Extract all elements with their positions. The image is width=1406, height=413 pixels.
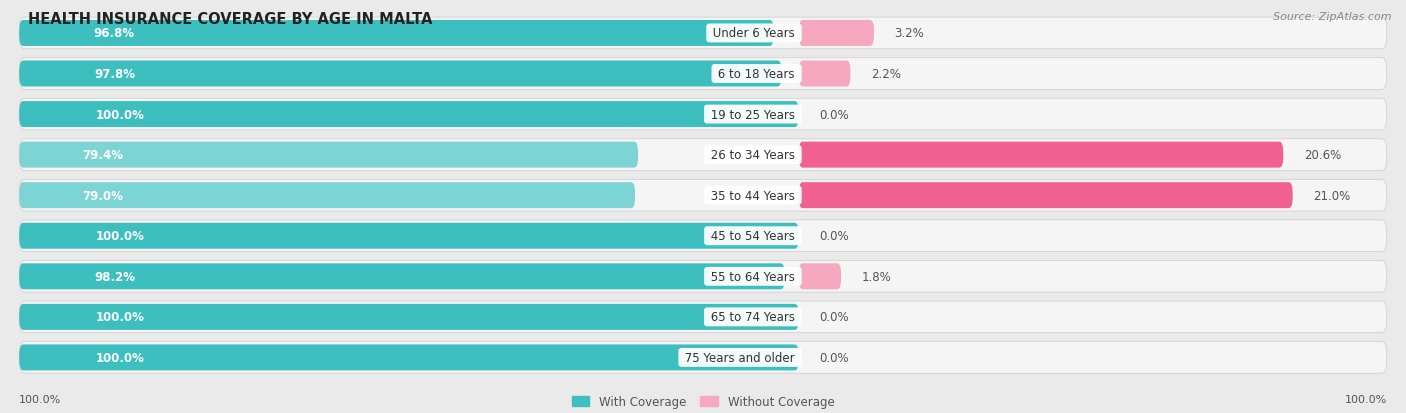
Text: 100.0%: 100.0% [96, 108, 145, 121]
Text: 19 to 25 Years: 19 to 25 Years [707, 108, 799, 121]
FancyBboxPatch shape [20, 18, 1386, 50]
Text: 35 to 44 Years: 35 to 44 Years [707, 189, 799, 202]
Text: Source: ZipAtlas.com: Source: ZipAtlas.com [1274, 12, 1392, 22]
FancyBboxPatch shape [20, 180, 1386, 211]
Text: 21.0%: 21.0% [1313, 189, 1350, 202]
Text: Under 6 Years: Under 6 Years [709, 27, 799, 40]
Text: 98.2%: 98.2% [94, 270, 135, 283]
Text: 100.0%: 100.0% [96, 311, 145, 323]
FancyBboxPatch shape [20, 142, 638, 168]
Legend: With Coverage, Without Coverage: With Coverage, Without Coverage [567, 390, 839, 413]
Text: 79.0%: 79.0% [82, 189, 124, 202]
FancyBboxPatch shape [20, 183, 636, 209]
Text: 0.0%: 0.0% [820, 230, 849, 243]
FancyBboxPatch shape [799, 142, 1284, 168]
Text: 100.0%: 100.0% [96, 351, 145, 364]
Text: 0.0%: 0.0% [820, 311, 849, 323]
Text: 20.6%: 20.6% [1303, 149, 1341, 162]
FancyBboxPatch shape [20, 261, 1386, 292]
FancyBboxPatch shape [799, 183, 1292, 209]
Text: 0.0%: 0.0% [820, 108, 849, 121]
Text: 65 to 74 Years: 65 to 74 Years [707, 311, 799, 323]
FancyBboxPatch shape [20, 21, 773, 47]
FancyBboxPatch shape [20, 62, 782, 87]
Text: 6 to 18 Years: 6 to 18 Years [714, 68, 799, 81]
Text: 0.0%: 0.0% [820, 351, 849, 364]
Text: 55 to 64 Years: 55 to 64 Years [707, 270, 799, 283]
Text: 96.8%: 96.8% [93, 27, 135, 40]
Text: 100.0%: 100.0% [20, 394, 62, 404]
Text: 45 to 54 Years: 45 to 54 Years [707, 230, 799, 243]
FancyBboxPatch shape [20, 221, 1386, 252]
FancyBboxPatch shape [20, 304, 799, 330]
FancyBboxPatch shape [799, 263, 841, 290]
FancyBboxPatch shape [20, 263, 785, 290]
FancyBboxPatch shape [20, 140, 1386, 171]
FancyBboxPatch shape [20, 102, 799, 128]
Text: 26 to 34 Years: 26 to 34 Years [707, 149, 799, 162]
FancyBboxPatch shape [20, 301, 1386, 333]
Text: 97.8%: 97.8% [94, 68, 135, 81]
FancyBboxPatch shape [20, 99, 1386, 131]
Text: HEALTH INSURANCE COVERAGE BY AGE IN MALTA: HEALTH INSURANCE COVERAGE BY AGE IN MALT… [28, 12, 433, 27]
FancyBboxPatch shape [799, 62, 851, 87]
Text: 3.2%: 3.2% [894, 27, 924, 40]
Text: 100.0%: 100.0% [1344, 394, 1386, 404]
FancyBboxPatch shape [20, 59, 1386, 90]
FancyBboxPatch shape [20, 342, 1386, 373]
Text: 2.2%: 2.2% [870, 68, 901, 81]
FancyBboxPatch shape [799, 21, 875, 47]
Text: 75 Years and older: 75 Years and older [682, 351, 799, 364]
Text: 79.4%: 79.4% [83, 149, 124, 162]
Text: 1.8%: 1.8% [862, 270, 891, 283]
Text: 100.0%: 100.0% [96, 230, 145, 243]
FancyBboxPatch shape [20, 223, 799, 249]
FancyBboxPatch shape [20, 344, 799, 370]
